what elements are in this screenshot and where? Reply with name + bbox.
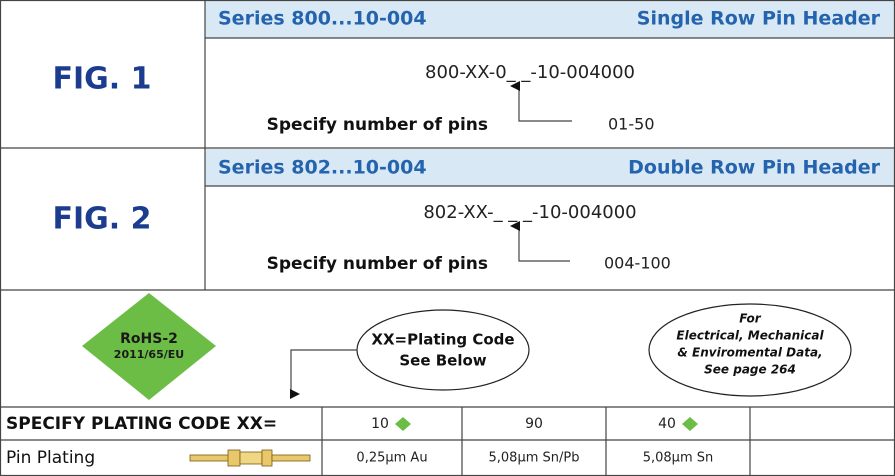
note-bubble (356, 309, 530, 391)
note-text: Electrical, Mechanical (676, 329, 824, 343)
rohs-text: RoHS-2 (120, 331, 178, 347)
part-number: 802-XX-_ _ _-10-004000 (423, 202, 636, 223)
plating: 5,08μm Sn/Pb (489, 451, 580, 466)
range: 01-50 (608, 115, 655, 134)
rohs-text: 2011/65/EU (114, 348, 184, 361)
plating: 0,25μm Au (356, 451, 427, 466)
table-header: SPECIFY PLATING CODE XX= (6, 414, 277, 434)
part-number: 800-XX-0_ _-10-004000 (425, 62, 635, 83)
header-title: Double Row Pin Header (628, 157, 880, 179)
rohs-icon (395, 417, 411, 431)
header-band (205, 149, 894, 186)
instruction: Specify number of pins (267, 115, 488, 135)
header-band (205, 1, 894, 38)
rohs-icon (682, 417, 698, 431)
arrow (510, 81, 572, 122)
arrow (290, 349, 357, 399)
header-title: Single Row Pin Header (637, 8, 881, 30)
note-bubble (648, 303, 852, 397)
rohs-badge (82, 293, 216, 400)
note-text: XX=Plating Code (371, 331, 514, 349)
plating-code: 90 (525, 416, 543, 432)
series: Series 800...10-004 (218, 8, 427, 30)
plating-code: 40 (658, 416, 676, 432)
row-label: Pin Plating (6, 448, 95, 468)
note-text: See page 264 (704, 363, 796, 377)
figure-label: FIG. 1 (53, 62, 152, 97)
series: Series 802...10-004 (218, 157, 427, 179)
pin-illustration (189, 449, 311, 467)
note-text: & Enviromental Data, (677, 346, 822, 360)
note-text: For (739, 312, 762, 326)
range: 004-100 (604, 254, 671, 273)
arrow (510, 221, 570, 262)
plating-code: 10 (371, 416, 389, 432)
figure-label: FIG. 2 (53, 202, 152, 237)
plating: 5,08μm Sn (643, 451, 714, 466)
note-text: See Below (399, 352, 486, 370)
instruction: Specify number of pins (267, 254, 488, 274)
